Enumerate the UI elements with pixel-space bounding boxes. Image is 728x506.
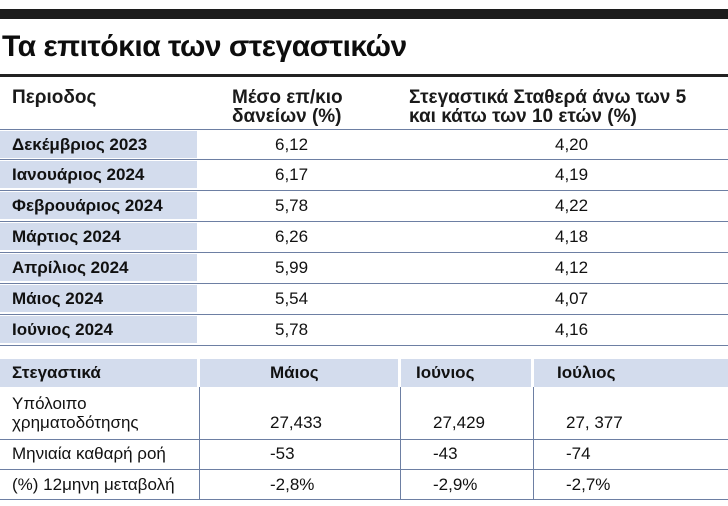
may-value: -2,8% (270, 475, 315, 494)
period-cell: Δεκέμβριος 2023 (12, 135, 148, 154)
monthly-net-flow-label: Μηνιαία καθαρή ροή (12, 444, 166, 463)
avg-rate-cell: 6,26 (275, 227, 309, 246)
mortgages-header: Στεγαστικά (12, 363, 101, 382)
table-row: Μάιος 2024 5,54 4,07 (0, 285, 728, 312)
june-value: 27,429 (433, 413, 485, 432)
avg-rate-cell: 5,78 (275, 196, 309, 215)
july-value: 27, 377 (566, 413, 623, 432)
outstanding-balance-label-line1: Υπόλοιπο (12, 394, 87, 413)
header-rule (0, 129, 728, 130)
may-value: 27,433 (270, 413, 322, 432)
avg-rate-cell: 6,17 (275, 165, 309, 184)
page-title: Τα επιτόκια των στεγαστικών (2, 30, 407, 63)
fixed-rate-cell: 4,19 (555, 165, 589, 184)
period-cell: Φεβρουάριος 2024 (12, 196, 163, 215)
period-cell: Ιούνιος 2024 (12, 320, 113, 339)
period-cell: Μάρτιος 2024 (12, 227, 121, 246)
july-value: -74 (566, 444, 591, 463)
fixed-rate-cell: 4,12 (555, 258, 589, 277)
fixed-rate-header-line1: Στεγαστικά Σταθερά άνω των 5 (409, 87, 687, 108)
fixed-rate-header-line2: και κάτω των 10 ετών (%) (409, 106, 637, 127)
period-cell: Ιανουάριος 2024 (12, 165, 145, 184)
top-rule (0, 9, 728, 19)
may-value: -53 (270, 444, 295, 463)
july-value: -2,7% (566, 475, 611, 494)
table2-header: Στεγαστικά Μάιος Ιούνιος Ιούλιος (0, 359, 728, 387)
table-row: Φεβρουάριος 2024 5,78 4,22 (0, 192, 728, 219)
period-header: Περιοδος (12, 87, 97, 108)
avg-rate-cell: 5,99 (275, 258, 309, 277)
period-cell: Απρίλιος 2024 (12, 258, 129, 277)
fixed-rate-cell: 4,22 (555, 196, 589, 215)
june-value: -43 (433, 444, 458, 463)
table-row: Απρίλιος 2024 5,99 4,12 (0, 254, 728, 281)
table-row: Ιανουάριος 2024 6,17 4,19 (0, 161, 728, 188)
fixed-rate-cell: 4,07 (555, 289, 589, 308)
avg-rate-header-line1: Μέσο επ/κιο (232, 87, 343, 108)
outstanding-balance-label-line2: χρηματοδότησης (12, 413, 139, 432)
annual-change-label: (%) 12μηνη μεταβολή (12, 475, 175, 494)
fixed-rate-cell: 4,16 (555, 320, 589, 339)
fixed-rate-cell: 4,18 (555, 227, 589, 246)
period-cell: Μάιος 2024 (12, 289, 104, 308)
avg-rate-header-line2: δανείων (%) (232, 106, 342, 127)
june-value: -2,9% (433, 475, 478, 494)
avg-rate-cell: 6,12 (275, 135, 309, 154)
avg-rate-cell: 5,78 (275, 320, 309, 339)
july-header: Ιούλιος (557, 363, 616, 382)
fixed-rate-cell: 4,20 (555, 135, 589, 154)
title-rule (0, 74, 728, 77)
june-header: Ιούνιος (416, 363, 475, 382)
table-row: Μάρτιος 2024 6,26 4,18 (0, 223, 728, 250)
avg-rate-cell: 5,54 (275, 289, 309, 308)
table-row: Δεκέμβριος 2023 6,12 4,20 (0, 131, 728, 158)
may-header: Μάιος (270, 363, 319, 382)
table-row: Ιούνιος 2024 5,78 4,16 (0, 316, 728, 343)
